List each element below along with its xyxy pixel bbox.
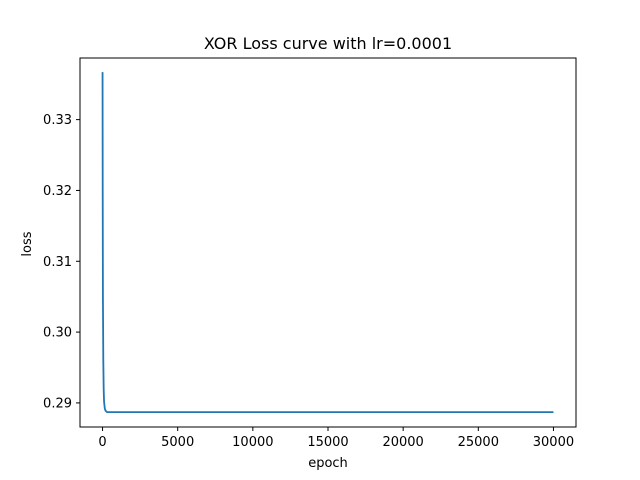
x-axis-label: epoch [308,456,348,471]
y-tick-label: 0.33 [43,113,72,128]
y-tick-label: 0.29 [43,396,72,411]
x-tick-label: 20000 [382,435,423,450]
y-axis: 0.29 0.30 0.31 0.32 0.33 [43,113,80,411]
x-tick-label: 10000 [232,435,273,450]
y-axis-label: loss [20,231,35,256]
x-tick-label: 15000 [307,435,348,450]
x-tick-label: 30000 [533,435,574,450]
y-tick-label: 0.32 [43,184,72,199]
series-line-0 [101,72,554,414]
chart-title: XOR Loss curve with lr=0.0001 [204,34,452,53]
x-tick-label: 5000 [161,435,194,450]
y-tick-label: 0.31 [43,255,72,270]
x-tick-label: 0 [98,435,106,450]
x-axis: 0 5000 10000 15000 20000 25000 30000 [98,427,574,450]
x-tick-label: 25000 [458,435,499,450]
y-tick-label: 0.30 [43,326,72,341]
